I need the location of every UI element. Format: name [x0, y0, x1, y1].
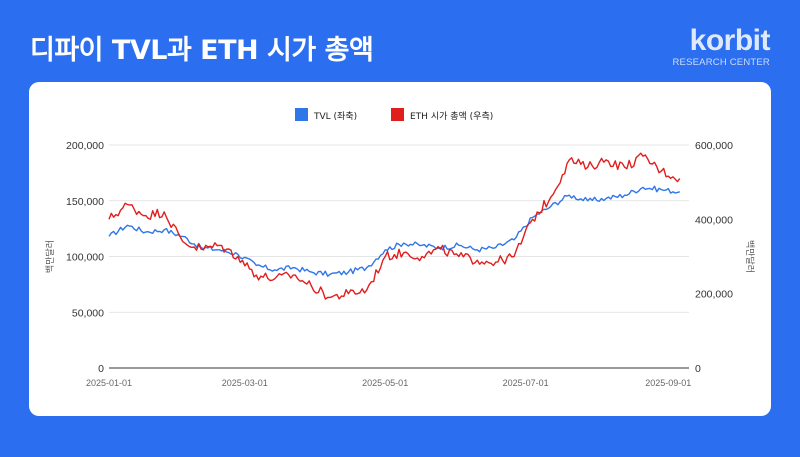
legend-swatch-eth	[391, 108, 404, 121]
x-tick-label: 2025-07-01	[503, 378, 549, 388]
x-tick-label: 2025-01-01	[86, 378, 132, 388]
y-right-tick-label: 200,000	[695, 289, 733, 301]
brand-logo: korbit RESEARCH CENTER	[672, 24, 771, 69]
y-left-tick-label: 100,000	[66, 252, 104, 264]
y-right-tick-label: 400,000	[695, 214, 733, 226]
y-left-tick-label: 0	[98, 363, 104, 375]
brand-name: korbit	[689, 24, 771, 57]
brand-subtitle: RESEARCH CENTER	[672, 57, 770, 68]
page-title: 디파이 TVL과 ETH 시가 총액	[30, 35, 374, 66]
y-right-axis-title: 백만달러	[744, 240, 756, 273]
y-left-axis-title: 백만달러	[44, 240, 56, 273]
y-right-tick-label: 600,000	[695, 140, 733, 152]
legend-label-eth: ETH 시가 총액 (우측)	[410, 110, 493, 122]
y-right-tick-label: 0	[695, 363, 701, 375]
y-left-tick-label: 200,000	[66, 140, 104, 152]
y-left-tick-label: 150,000	[66, 196, 104, 208]
line-chart: 0 50,000 100,000 150,000 200,000 0 200,000 400,…	[44, 108, 756, 388]
series-line-tvl	[108, 185, 680, 277]
y-left-tick-label: 50,000	[72, 307, 104, 319]
x-tick-label: 2025-03-01	[222, 378, 268, 388]
x-tick-label: 2025-09-01	[645, 378, 691, 388]
legend-swatch-tvl	[295, 108, 308, 121]
legend-label-tvl: TVL (좌축)	[313, 111, 357, 122]
series-line-eth	[108, 152, 681, 300]
chart-card: 0 50,000 100,000 150,000 200,000 0 200,000 400,…	[29, 82, 771, 416]
x-tick-label: 2025-05-01	[362, 378, 408, 388]
